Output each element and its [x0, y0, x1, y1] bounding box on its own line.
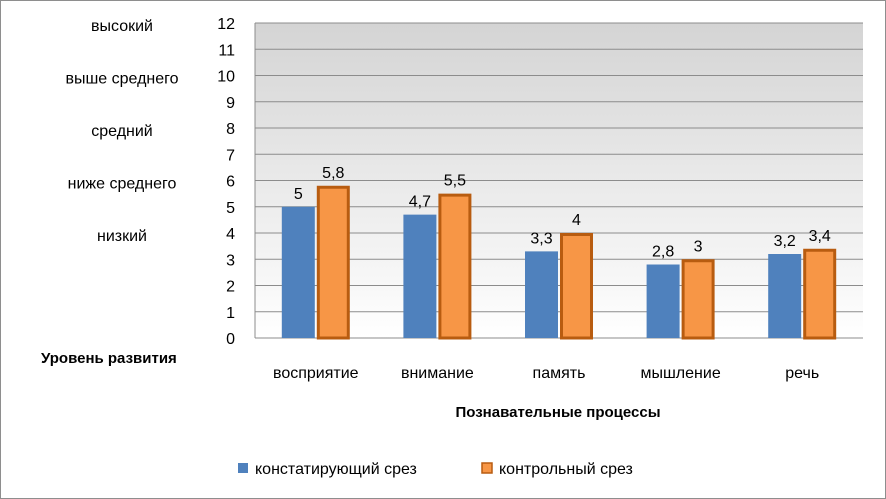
data-label: 4,7 — [409, 194, 431, 211]
legend: констатирующий срез контрольный срез — [238, 461, 633, 478]
y-tick-label: 6 — [226, 174, 235, 191]
y-tick-label: 1 — [226, 305, 235, 322]
level-labels: высокий выше среднего средний ниже среднего… — [65, 18, 178, 245]
legend-swatch-series-2 — [481, 462, 493, 474]
bar-series-2 — [438, 193, 472, 340]
x-tick-label: внимание — [401, 365, 474, 382]
data-label: 3,3 — [530, 230, 552, 247]
y-tick-label: 7 — [226, 147, 235, 164]
level-label: выше среднего — [65, 71, 178, 88]
bar-series-2 — [316, 185, 350, 340]
y-tick-label: 9 — [226, 95, 235, 112]
bar-series-1 — [403, 214, 437, 338]
y-tick-label: 0 — [226, 331, 235, 348]
x-axis-ticks: восприятие внимание память мышление речь — [273, 365, 819, 382]
bar-series-1 — [525, 251, 558, 338]
y-tick-label: 5 — [226, 200, 235, 217]
data-label: 3 — [694, 238, 703, 255]
level-label: высокий — [91, 18, 153, 35]
level-label: средний — [91, 123, 153, 140]
x-tick-label: память — [533, 365, 586, 382]
x-axis-title: Познавательные процессы — [455, 404, 660, 421]
y-tick-label: 12 — [217, 16, 235, 33]
y-tick-label: 3 — [226, 252, 235, 269]
y-axis-title: Уровень развития — [41, 350, 177, 367]
data-label: 3,4 — [809, 228, 831, 245]
x-tick-label: восприятие — [273, 365, 359, 382]
legend-label-series-2: контрольный срез — [499, 461, 633, 478]
y-tick-label: 2 — [226, 279, 235, 296]
data-labels: 5 5,8 4,7 5,5 3,3 4 2,8 3 3,2 3,4 — [294, 165, 831, 261]
x-tick-label: мышление — [640, 365, 720, 382]
level-label: ниже среднего — [68, 176, 177, 193]
data-label: 3,2 — [774, 233, 796, 250]
bar-series-2 — [803, 248, 837, 340]
data-label: 5,5 — [444, 173, 466, 190]
data-label: 5 — [294, 186, 303, 203]
data-label: 2,8 — [652, 244, 674, 261]
y-tick-label: 10 — [217, 69, 235, 86]
y-tick-label: 4 — [226, 226, 235, 243]
legend-label-series-1: констатирующий срез — [255, 461, 417, 478]
bar-series-1 — [281, 206, 315, 338]
level-label: низкий — [97, 228, 147, 245]
data-label: 5,8 — [322, 165, 344, 182]
bar-series-1 — [768, 254, 802, 338]
gridlines — [254, 22, 863, 339]
bars — [281, 185, 837, 340]
legend-swatch-series-1 — [238, 463, 248, 473]
bar-series-1 — [646, 264, 680, 338]
data-label: 4 — [572, 212, 581, 229]
y-tick-label: 8 — [226, 121, 235, 138]
bar-series-2 — [681, 259, 715, 340]
y-tick-label: 11 — [218, 42, 235, 59]
x-tick-label: речь — [785, 365, 819, 382]
bar-series-2 — [560, 233, 593, 340]
